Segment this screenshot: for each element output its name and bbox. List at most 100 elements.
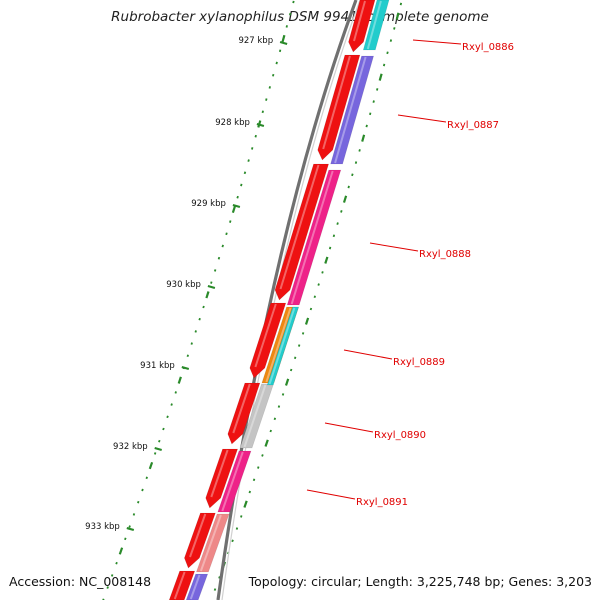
pink-gene-gloss (290, 170, 334, 305)
tick-mark (386, 51, 389, 55)
tick-mark (289, 12, 292, 16)
tick-mark (328, 246, 332, 250)
forward-gene-4-gloss (254, 303, 277, 368)
kbp-label: 928 kbp (215, 118, 250, 128)
salmon-gene (195, 513, 230, 573)
kbp-label: 931 kbp (140, 361, 175, 371)
forward-gene-7-gloss (189, 513, 207, 558)
tick-mark (340, 210, 343, 213)
forward-gene-3-gloss (279, 164, 320, 290)
tick-mark (275, 61, 278, 65)
tick-mark (289, 368, 293, 372)
gene-label: Rxyl_0887 (447, 120, 499, 131)
kbp-labels: 927 kbp 928 kbp 929 kbp 930 kbp 931 kbp 932 k… (85, 36, 288, 532)
tick-mark (162, 427, 165, 431)
tick-mark (264, 439, 269, 447)
tick-mark (235, 527, 239, 530)
purple-gene (330, 55, 374, 165)
forward-gene-8-gloss (173, 571, 186, 600)
gene-features (168, 0, 390, 600)
purple-gene-gloss (334, 56, 367, 164)
tick-mark (254, 134, 257, 138)
tick-mark (243, 171, 247, 175)
pink-gene (286, 169, 342, 306)
tick-mark (229, 220, 232, 223)
forward-gene-6 (205, 448, 239, 509)
tick-mark (110, 574, 114, 577)
tick-mark (292, 0, 295, 4)
tick-mark (281, 34, 286, 43)
forward-gene-1 (348, 0, 376, 53)
tick-mark (124, 537, 127, 541)
tick-mark (166, 415, 169, 419)
forward-gene-5 (227, 382, 261, 445)
tick-mark (158, 439, 161, 443)
tick-mark (336, 222, 339, 225)
tick-mark (378, 73, 383, 81)
gene-label: Rxyl_0886 (462, 42, 514, 53)
grey-gene-gloss (243, 384, 267, 448)
tick-mark (301, 332, 305, 335)
gene-leader-line (343, 349, 393, 360)
tick-mark (284, 378, 290, 386)
tick-mark (198, 317, 201, 321)
cyan-gene (362, 0, 390, 51)
tick-mark (252, 478, 256, 482)
tick-mark (393, 27, 396, 30)
accession-text: Accession: NC_008148 (9, 574, 152, 589)
salmon-gene-gloss (199, 514, 222, 572)
tick-mark (382, 63, 386, 67)
gene-leader-line (412, 39, 462, 45)
tick-mark (309, 307, 313, 311)
tick-mark (205, 291, 210, 299)
kbp-label: 933 kbp (85, 522, 120, 532)
tick-mark (240, 183, 243, 187)
forward-gene-7 (184, 512, 216, 569)
cyan-gene-gloss (366, 0, 382, 50)
tick-mark (236, 195, 239, 199)
topology-text: Topology: circular; Length: 3,225,748 bp… (246, 574, 592, 589)
tick-mark (231, 539, 234, 543)
tick-mark (202, 305, 205, 309)
tick-mark (313, 295, 316, 299)
gene-leader-line (369, 242, 419, 252)
tick-mark (247, 159, 250, 162)
tick-mark (186, 354, 189, 358)
tick-mark (221, 244, 224, 248)
tick-mark (231, 205, 237, 214)
tick-mark (273, 417, 277, 421)
kbp-label: 930 kbp (166, 280, 201, 290)
forward-gene-1-gloss (353, 0, 366, 42)
forward-gene-3 (274, 163, 330, 301)
tick-mark (194, 330, 197, 333)
tick-mark (115, 561, 118, 565)
tick-mark (257, 466, 260, 469)
gene-label: Rxyl_0891 (356, 497, 408, 508)
tick-mark (389, 39, 393, 42)
gene-labels: Rxyl_0886 Rxyl_0887 Rxyl_0888 Rxyl_0889 Rxyl… (306, 39, 514, 508)
tick-mark (365, 124, 368, 128)
tick-mark (128, 525, 131, 528)
gene-label: Rxyl_0890 (374, 430, 426, 441)
gene-label: Rxyl_0888 (419, 249, 471, 260)
kbp-major-tick (154, 446, 163, 452)
kbp-major-tick (232, 203, 241, 209)
tick-mark (297, 344, 301, 347)
tick-mark (217, 256, 221, 260)
tick-mark (395, 12, 400, 20)
tick-mark (272, 73, 275, 77)
tick-mark (106, 586, 109, 589)
tick-mark (399, 2, 403, 6)
tick-mark (351, 173, 354, 177)
tick-mark (358, 149, 361, 152)
forward-gene-5-gloss (232, 383, 251, 434)
orange-gene-gloss (265, 307, 292, 383)
map-title: Rubrobacter xylanophilus DSM 9941, compl… (111, 9, 489, 25)
kbp-major-tick (181, 365, 190, 371)
tick-mark (170, 403, 173, 406)
gene-leader-line (324, 422, 374, 433)
tick-mark (268, 86, 271, 89)
tick-mark (261, 110, 264, 114)
tick-mark (376, 88, 379, 91)
